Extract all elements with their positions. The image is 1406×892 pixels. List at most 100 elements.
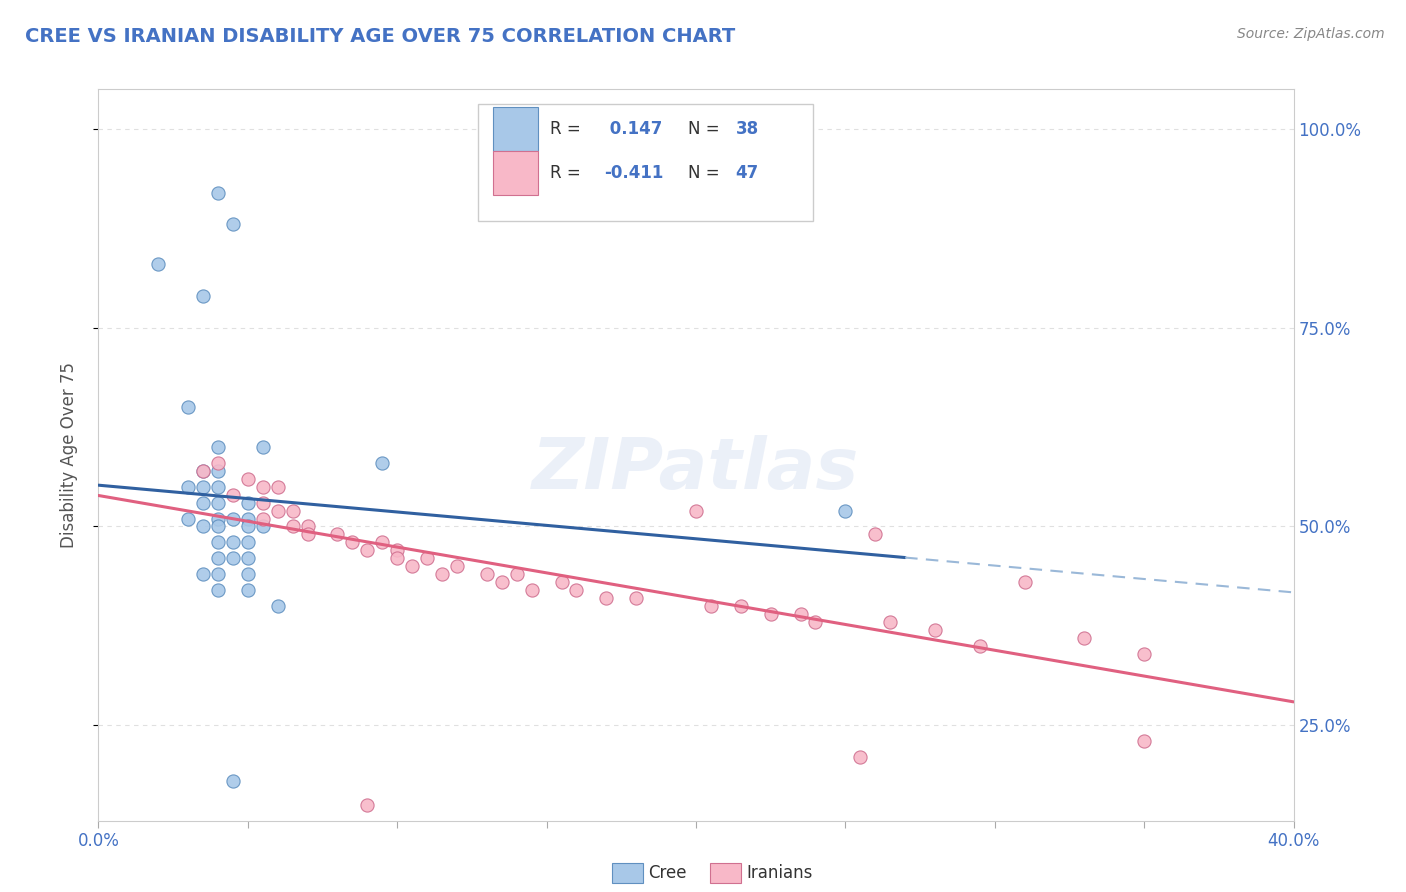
Text: CREE VS IRANIAN DISABILITY AGE OVER 75 CORRELATION CHART: CREE VS IRANIAN DISABILITY AGE OVER 75 C… bbox=[25, 27, 735, 45]
Point bbox=[191, 289, 214, 303]
Text: Iranians: Iranians bbox=[747, 864, 813, 882]
Point bbox=[506, 567, 529, 582]
Point bbox=[371, 456, 394, 470]
Point bbox=[1073, 631, 1095, 645]
Point bbox=[446, 559, 468, 574]
Point bbox=[281, 519, 304, 533]
Point bbox=[177, 480, 200, 494]
Point bbox=[191, 480, 214, 494]
Point bbox=[385, 543, 409, 558]
Text: Cree: Cree bbox=[648, 864, 686, 882]
Point bbox=[207, 535, 229, 549]
Point bbox=[252, 511, 274, 525]
Point bbox=[148, 257, 170, 271]
Text: N =: N = bbox=[688, 120, 724, 138]
Point bbox=[207, 495, 229, 509]
Point bbox=[730, 599, 752, 613]
Point bbox=[416, 551, 439, 566]
Point bbox=[191, 519, 214, 533]
Text: ZIPatlas: ZIPatlas bbox=[533, 435, 859, 504]
Point bbox=[222, 511, 245, 525]
Point bbox=[207, 567, 229, 582]
Point bbox=[969, 639, 991, 653]
Point bbox=[849, 750, 872, 764]
Point bbox=[1014, 575, 1036, 590]
Text: Source: ZipAtlas.com: Source: ZipAtlas.com bbox=[1237, 27, 1385, 41]
Text: N =: N = bbox=[688, 164, 724, 182]
Point bbox=[207, 186, 229, 200]
Point bbox=[267, 599, 290, 613]
Point bbox=[236, 511, 259, 525]
Point bbox=[222, 488, 245, 502]
Point bbox=[236, 551, 259, 566]
Point bbox=[342, 535, 364, 549]
Point bbox=[281, 503, 304, 517]
Point bbox=[297, 519, 319, 533]
Point bbox=[207, 551, 229, 566]
Point bbox=[475, 567, 498, 582]
Point bbox=[191, 567, 214, 582]
Point bbox=[326, 527, 349, 541]
Point bbox=[550, 575, 572, 590]
Point bbox=[401, 559, 423, 574]
Point bbox=[491, 575, 513, 590]
Point bbox=[879, 615, 901, 629]
Text: R =: R = bbox=[550, 120, 586, 138]
Point bbox=[177, 511, 200, 525]
Point bbox=[789, 607, 811, 621]
Point bbox=[207, 511, 229, 525]
Point bbox=[236, 495, 259, 509]
Point bbox=[865, 527, 887, 541]
Point bbox=[520, 583, 543, 598]
Text: -0.411: -0.411 bbox=[605, 164, 664, 182]
Point bbox=[759, 607, 782, 621]
Point bbox=[430, 567, 453, 582]
Point bbox=[595, 591, 617, 605]
Point bbox=[236, 472, 259, 486]
Point bbox=[177, 401, 200, 415]
Point bbox=[207, 456, 229, 470]
Text: 47: 47 bbox=[735, 164, 759, 182]
Point bbox=[236, 519, 259, 533]
FancyBboxPatch shape bbox=[494, 108, 538, 152]
Text: 38: 38 bbox=[735, 120, 758, 138]
Y-axis label: Disability Age Over 75: Disability Age Over 75 bbox=[59, 362, 77, 548]
Point bbox=[804, 615, 827, 629]
Point bbox=[1133, 647, 1156, 661]
Point bbox=[700, 599, 723, 613]
Point bbox=[252, 495, 274, 509]
Point bbox=[207, 440, 229, 454]
Point bbox=[236, 535, 259, 549]
Point bbox=[385, 551, 409, 566]
Point bbox=[565, 583, 588, 598]
Point bbox=[834, 503, 856, 517]
Point bbox=[356, 543, 378, 558]
Point bbox=[252, 519, 274, 533]
Point bbox=[236, 567, 259, 582]
FancyBboxPatch shape bbox=[494, 152, 538, 195]
Point bbox=[267, 480, 290, 494]
Point bbox=[297, 527, 319, 541]
Point bbox=[371, 535, 394, 549]
FancyBboxPatch shape bbox=[478, 103, 813, 221]
Point bbox=[924, 623, 946, 637]
Point bbox=[222, 773, 245, 788]
Text: R =: R = bbox=[550, 164, 586, 182]
Point bbox=[191, 495, 214, 509]
Point bbox=[207, 583, 229, 598]
Point bbox=[207, 519, 229, 533]
Point bbox=[236, 583, 259, 598]
Point bbox=[1133, 734, 1156, 748]
Point bbox=[252, 440, 274, 454]
Point bbox=[191, 464, 214, 478]
Point bbox=[191, 464, 214, 478]
Point bbox=[222, 551, 245, 566]
Point bbox=[222, 218, 245, 232]
Point bbox=[252, 480, 274, 494]
Point bbox=[685, 503, 707, 517]
Point bbox=[207, 480, 229, 494]
Point bbox=[626, 591, 648, 605]
Text: 0.147: 0.147 bbox=[605, 120, 662, 138]
Point bbox=[267, 503, 290, 517]
Point bbox=[356, 797, 378, 812]
